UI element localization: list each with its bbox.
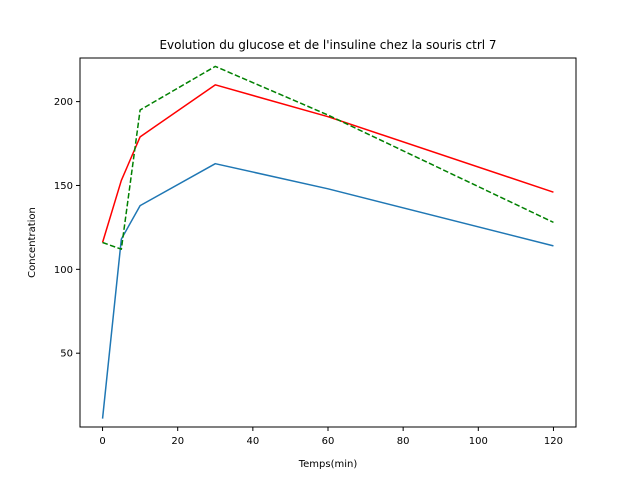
x-axis-ticks: 0 20 40 60 80 100 120 (99, 427, 563, 447)
x-tick-label: 100 (469, 436, 488, 447)
y-axis-label: Concentration (27, 207, 38, 278)
plot-lines (101, 65, 554, 419)
x-tick-label: 20 (171, 436, 184, 447)
x-tick-label: 60 (322, 436, 335, 447)
series-line-3 (102, 65, 554, 250)
y-tick-label: 100 (54, 265, 73, 276)
x-tick-label: 0 (99, 436, 105, 447)
series-line-1 (101, 162, 554, 419)
y-tick-label: 200 (54, 97, 73, 108)
x-tick-label: 120 (544, 436, 563, 447)
y-axis-ticks: 50 100 150 200 (54, 97, 80, 360)
y-tick-label: 150 (54, 181, 73, 192)
x-tick-label: 80 (397, 436, 410, 447)
chart-title: Evolution du glucose et de l'insuline ch… (159, 38, 496, 52)
y-tick-label: 50 (60, 349, 73, 360)
series-line-2 (101, 84, 554, 243)
x-tick-label: 40 (246, 436, 259, 447)
plot-area-frame (79, 57, 577, 428)
x-axis-label: Temps(min) (298, 459, 358, 470)
